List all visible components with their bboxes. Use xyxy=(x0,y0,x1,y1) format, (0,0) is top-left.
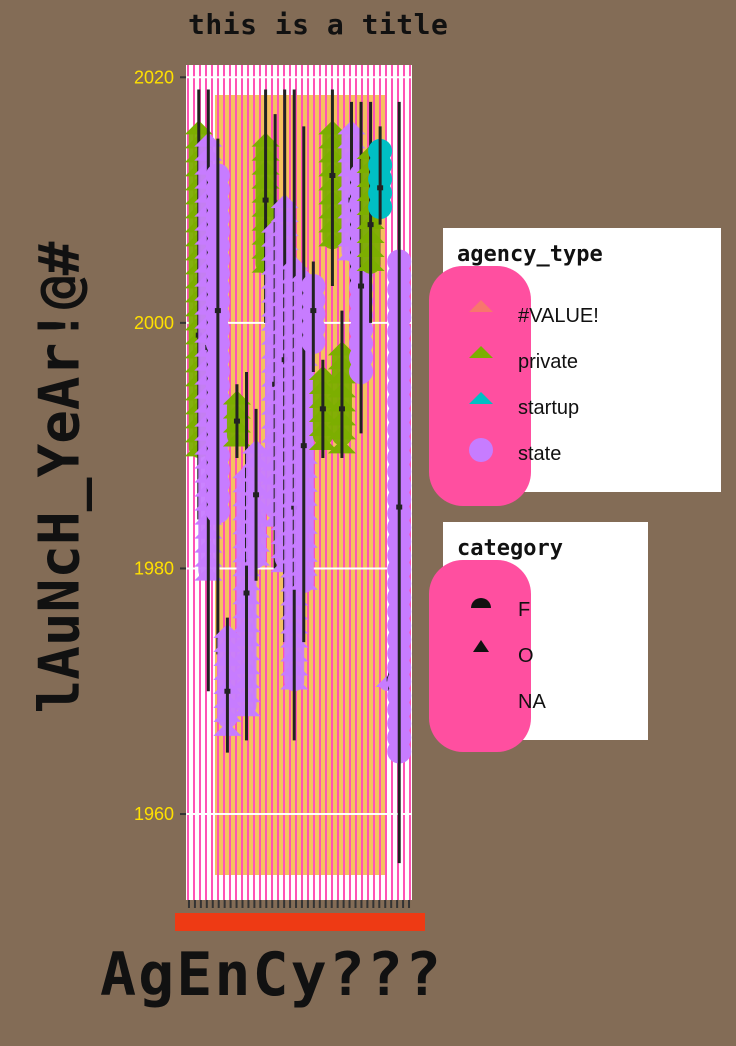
y-tick-label: 1980 xyxy=(134,558,174,578)
y-tick-label: 1960 xyxy=(134,804,174,824)
legend-label-na: NA xyxy=(518,691,546,713)
y-tick-label: 2020 xyxy=(134,67,174,87)
legend-label-state: state xyxy=(518,443,562,465)
shape-half-circle xyxy=(471,598,491,608)
legend-key-background xyxy=(429,560,531,752)
x-axis-label: AgEnCy??? xyxy=(100,940,444,1010)
legend-swatches xyxy=(469,300,493,462)
swatch-startup xyxy=(469,392,493,404)
legend-title-agency-type: agency_type xyxy=(457,242,603,267)
chart-title: this is a title xyxy=(188,8,449,41)
legend-label-private: private xyxy=(518,351,579,373)
swatch-state xyxy=(469,438,493,462)
legend-title-category: category xyxy=(457,536,563,561)
shape-triangle xyxy=(473,640,489,652)
swatch-value-error xyxy=(469,300,493,312)
legend-shape-swatches xyxy=(471,598,491,652)
x-tick-labels-overlap xyxy=(175,913,425,931)
swatch-private xyxy=(469,346,493,358)
y-tick-label: 2000 xyxy=(134,313,174,333)
legend-agency-type: agency_type #VALUE! private startup stat… xyxy=(429,228,721,506)
legend-label-startup: startup xyxy=(518,397,580,419)
legend-label-o: O xyxy=(518,645,534,667)
legend-category: category F O NA xyxy=(429,522,648,752)
legend-label-f: F xyxy=(518,599,531,621)
legend-label-value-error: #VALUE! xyxy=(518,305,599,327)
